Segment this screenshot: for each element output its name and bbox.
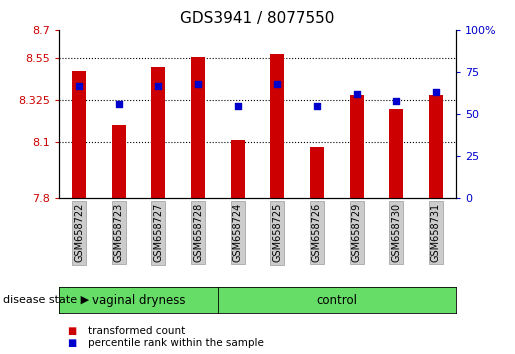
Text: transformed count: transformed count: [88, 326, 185, 336]
Bar: [151, 68, 165, 198]
Text: percentile rank within the sample: percentile rank within the sample: [88, 338, 264, 348]
Text: control: control: [316, 293, 357, 307]
Bar: [112, 125, 126, 198]
Bar: [310, 147, 324, 198]
Bar: [350, 96, 364, 198]
Point: [273, 81, 281, 87]
Text: vaginal dryness: vaginal dryness: [92, 293, 185, 307]
Text: GDS3941 / 8077550: GDS3941 / 8077550: [180, 11, 335, 25]
Bar: [270, 55, 284, 198]
Point: [75, 83, 83, 88]
Text: ■: ■: [67, 326, 76, 336]
Bar: [72, 71, 86, 198]
Text: disease state ▶: disease state ▶: [3, 295, 89, 305]
Point: [313, 103, 321, 109]
Point: [114, 101, 123, 107]
Point: [352, 91, 360, 97]
Point: [194, 81, 202, 87]
Point: [234, 103, 242, 109]
Point: [154, 83, 163, 88]
Point: [432, 90, 440, 95]
Bar: [231, 140, 245, 198]
Point: [392, 98, 401, 103]
Bar: [429, 96, 443, 198]
Bar: [389, 109, 403, 198]
Text: ■: ■: [67, 338, 76, 348]
Bar: [191, 57, 205, 198]
